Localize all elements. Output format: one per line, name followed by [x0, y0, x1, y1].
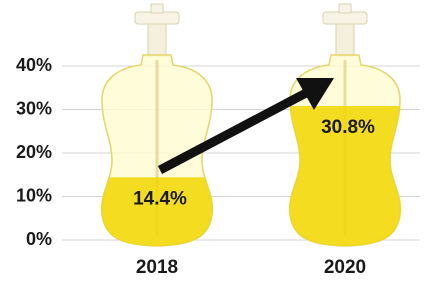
y-tick-label: 10% [16, 185, 52, 205]
y-tick-label: 40% [16, 55, 52, 75]
y-tick-label: 30% [16, 98, 52, 118]
bottle [97, 4, 217, 248]
y-tick-label: 0% [26, 229, 52, 249]
x-tick-label: 2020 [324, 257, 366, 278]
y-tick-label: 20% [16, 142, 52, 162]
chart: 0% 10% 20% 30% 40% 2018 14.4% 2020 30.8% [0, 0, 434, 282]
value-label: 30.8% [321, 117, 375, 138]
value-label: 14.4% [133, 188, 187, 209]
x-tick-label: 2018 [136, 257, 178, 278]
